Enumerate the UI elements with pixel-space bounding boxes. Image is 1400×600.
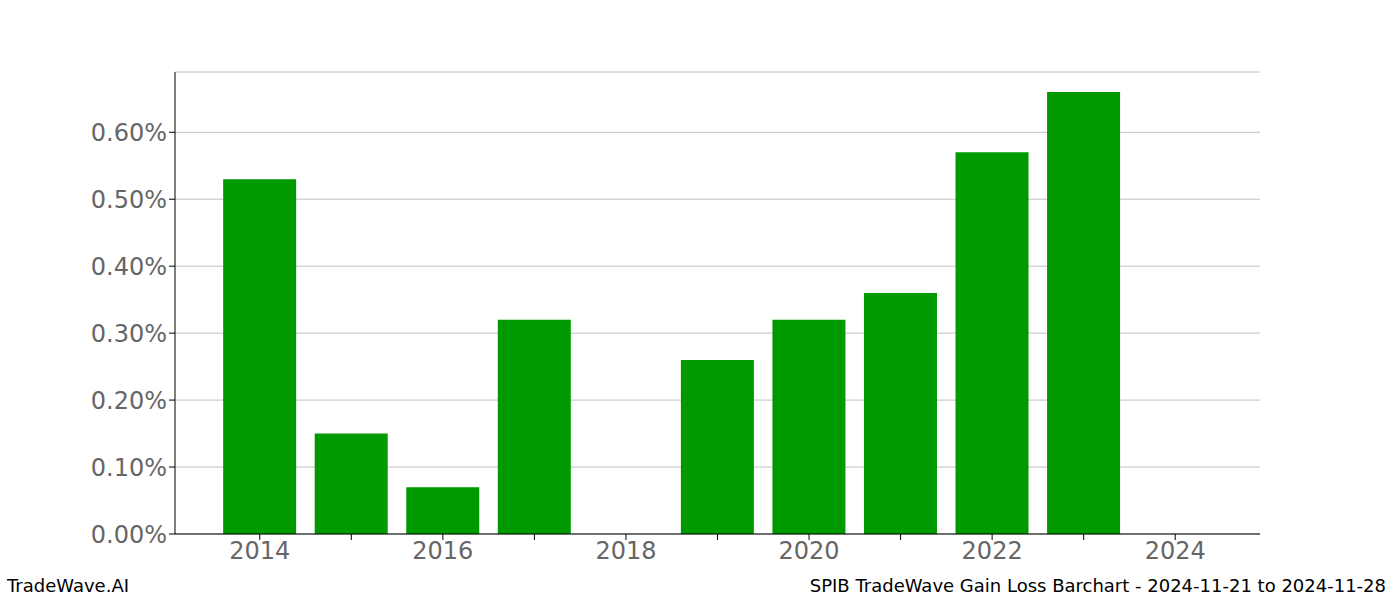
- svg-text:2024: 2024: [1145, 537, 1206, 565]
- svg-text:2014: 2014: [229, 537, 290, 565]
- svg-text:2016: 2016: [412, 537, 473, 565]
- svg-text:0.20%: 0.20%: [91, 387, 167, 415]
- svg-text:0.40%: 0.40%: [91, 253, 167, 281]
- html-text:SPIB TradeWave Gain Loss Barch: SPIB TradeWave Gain Loss Barchart - 2024…: [809, 575, 1386, 596]
- svg-text:0.50%: 0.50%: [91, 186, 167, 214]
- svg-text:0.10%: 0.10%: [91, 454, 167, 482]
- svg-text:0.00%: 0.00%: [91, 521, 167, 549]
- svg-text:0.60%: 0.60%: [91, 119, 167, 147]
- svg-text:2020: 2020: [779, 537, 840, 565]
- svg-text:2018: 2018: [595, 537, 656, 565]
- html-text:TradeWave.AI: TradeWave.AI: [7, 575, 129, 596]
- svg-text:0.30%: 0.30%: [91, 320, 167, 348]
- svg-text:2022: 2022: [962, 537, 1023, 565]
